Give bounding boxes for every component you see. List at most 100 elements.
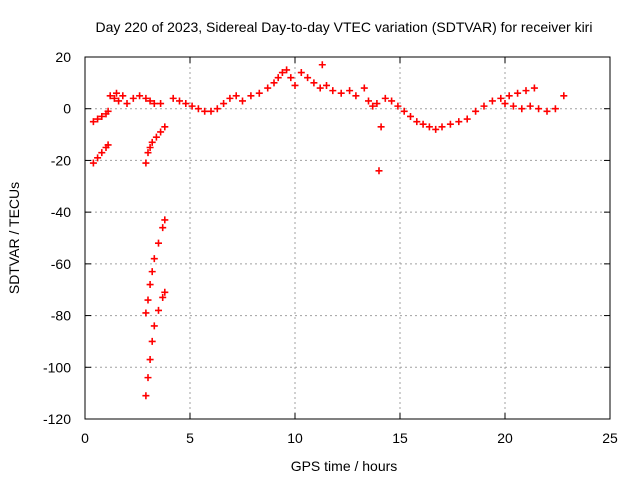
data-point [194, 105, 202, 113]
data-point [119, 92, 127, 100]
data-point [146, 97, 154, 105]
data-point [94, 154, 102, 162]
data-point [488, 97, 496, 105]
data-point [232, 92, 240, 100]
data-point [270, 79, 278, 87]
y-tick-label: -60 [51, 256, 71, 272]
data-point [144, 374, 152, 382]
data-point [176, 97, 183, 105]
data-point [497, 94, 505, 102]
data-point [157, 128, 165, 136]
data-point [505, 92, 513, 100]
data-point [274, 74, 282, 82]
data-point [472, 107, 480, 115]
data-point [463, 115, 471, 123]
data-point [148, 337, 156, 345]
data-point [104, 107, 112, 115]
data-point [530, 84, 538, 92]
data-point [129, 94, 137, 102]
data-point [255, 89, 263, 97]
data-point [159, 224, 167, 232]
data-point [337, 89, 345, 97]
ticks-layer [84, 56, 611, 420]
y-tick-label: -20 [51, 152, 71, 168]
y-axis-title: SDTVAR / TECUs [6, 182, 22, 294]
data-point [146, 356, 154, 364]
data-point [142, 159, 150, 167]
data-point [518, 105, 526, 113]
data-point [157, 100, 165, 108]
data-point [113, 89, 120, 97]
x-tick-label: 20 [497, 430, 513, 446]
x-tick-label: 15 [392, 430, 408, 446]
y-tick-label: -40 [51, 204, 71, 220]
data-point [413, 118, 421, 126]
y-tick-label: -100 [43, 359, 71, 375]
data-point [360, 84, 368, 92]
data-point [220, 100, 228, 108]
data-point [94, 115, 102, 123]
x-tick-label: 25 [602, 430, 618, 446]
data-point [310, 79, 318, 87]
data-point [142, 94, 150, 102]
data-point [207, 107, 215, 115]
data-point [146, 281, 154, 289]
data-point [213, 105, 221, 113]
data-point [425, 123, 433, 131]
data-point [297, 69, 305, 77]
data-point [323, 81, 330, 89]
data-point [446, 120, 454, 128]
data-point [304, 74, 312, 82]
data-point [144, 149, 152, 157]
data-point [388, 97, 396, 105]
data-point [560, 92, 568, 100]
data-point [526, 102, 534, 110]
plot-frame [84, 56, 611, 420]
data-point [318, 61, 326, 69]
data-point [535, 105, 543, 113]
data-point [394, 102, 402, 110]
data-point [407, 112, 414, 120]
data-point [438, 123, 446, 131]
data-point [551, 105, 559, 113]
data-point [501, 100, 509, 108]
data-point [188, 102, 196, 110]
y-tick-label: -120 [43, 411, 71, 427]
data-point [287, 74, 295, 82]
y-tick-label: 0 [63, 101, 71, 117]
data-point [142, 392, 150, 400]
data-point [169, 94, 177, 102]
data-point [373, 100, 381, 108]
data-point [150, 100, 158, 108]
data-point [89, 159, 97, 167]
data-point [543, 107, 551, 115]
data-point [352, 92, 360, 100]
grid-layer [85, 57, 610, 419]
data-point [226, 94, 234, 102]
data-point [150, 255, 158, 263]
data-point [161, 288, 169, 296]
data-point [155, 239, 162, 247]
x-tick-labels: 0 5 10 15 20 25 [81, 430, 618, 446]
data-point [400, 107, 408, 115]
data-point [278, 69, 286, 77]
data-point [106, 92, 114, 100]
data-point [419, 120, 427, 128]
data-point [375, 167, 383, 175]
data-point [161, 216, 169, 224]
data-point [377, 123, 385, 131]
chart-title: Day 220 of 2023, Sidereal Day-to-day VTE… [96, 19, 593, 35]
data-point [148, 268, 156, 276]
data-point [159, 293, 167, 301]
data-point [123, 100, 131, 108]
data-point [182, 100, 190, 108]
x-tick-label: 0 [81, 430, 89, 446]
data-point [104, 141, 112, 149]
data-point [98, 112, 106, 120]
data-point [115, 97, 123, 105]
data-point [455, 118, 463, 126]
data-point [89, 118, 97, 126]
data-point [291, 81, 299, 89]
data-point [239, 97, 246, 105]
